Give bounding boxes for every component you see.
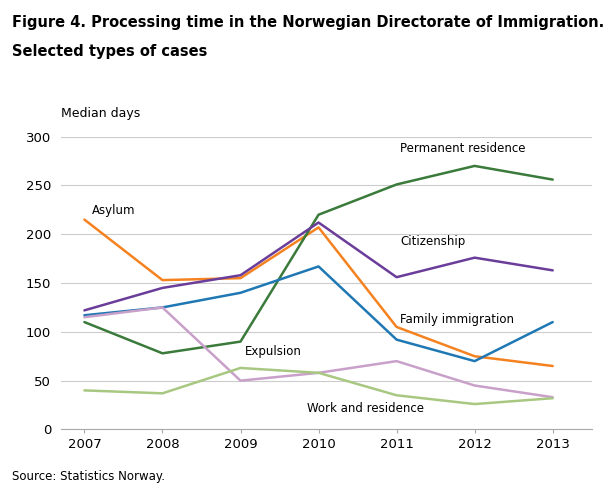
Text: Median days: Median days — [61, 106, 140, 120]
Text: Family immigration: Family immigration — [401, 313, 514, 325]
Text: Source: Statistics Norway.: Source: Statistics Norway. — [12, 470, 165, 483]
Text: Selected types of cases: Selected types of cases — [12, 44, 207, 59]
Text: Permanent residence: Permanent residence — [401, 142, 526, 155]
Text: Work and residence: Work and residence — [307, 403, 424, 415]
Text: Citizenship: Citizenship — [401, 235, 466, 247]
Text: Expulsion: Expulsion — [245, 345, 301, 358]
Text: Asylum: Asylum — [92, 203, 135, 217]
Text: Figure 4. Processing time in the Norwegian Directorate of Immigration.: Figure 4. Processing time in the Norwegi… — [12, 15, 605, 30]
